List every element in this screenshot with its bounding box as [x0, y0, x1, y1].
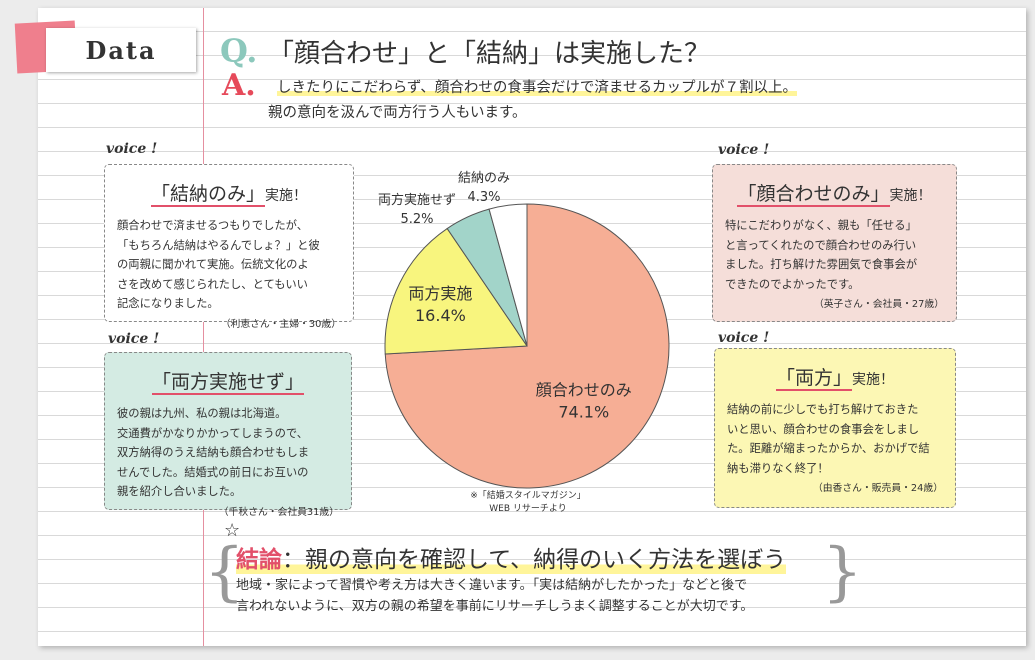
tab-label: Data	[85, 35, 157, 65]
pie-chart: 顔合わせのみ 74.1% 両方実施 16.4% 両方実施せず 5.2% 結納のみ 4.3%	[378, 171, 670, 489]
answer-line-1: しきたりにこだわらず、顔合わせの食事会だけで済ませるカップルが７割以上。	[277, 76, 797, 97]
card-body: 彼の親は九州、私の親は北海道。 交通費がかなりかかってしまうので、 双方納得のう…	[117, 404, 339, 502]
card-body-line: た。距離が縮まったからか、おかげで結	[727, 442, 930, 455]
pie-slice	[488, 203, 528, 347]
margin-line	[203, 8, 204, 646]
tab-label-box: Data	[46, 28, 196, 72]
card-body-line: 記念になりました。	[117, 297, 219, 310]
star-icon: ☆	[224, 520, 241, 541]
conclusion-line: 地域・家によって習慣や考え方は大きく違います。「実は結納がしたかった」などと後で	[236, 578, 748, 593]
card-title-suffix: 実施！	[852, 372, 894, 388]
card-title-main: 「両方」	[775, 367, 852, 391]
pie-value-label: 74.1%	[558, 403, 609, 422]
answer-line-2: 親の意向を汲んで両方行う人もいます。	[268, 105, 527, 121]
card-body-line: と言ってくれたので顔合わせのみ行い	[725, 238, 917, 252]
card-body-line: の両親に聞かれて実施。伝統文化のよ	[117, 258, 309, 271]
card-citation: （由香さん・販売員・24歳）	[812, 483, 943, 494]
card-body-line: いと思い、顔合わせの食事会をしまし	[727, 422, 920, 436]
card-citation: （利恵さん・主婦・30歳）	[220, 318, 341, 330]
pie-value-label: 5.2%	[400, 212, 433, 227]
pie-category-label: 両方実施	[408, 284, 472, 303]
voice-label: voice !	[108, 331, 160, 347]
voice-card-both: 「両方」実施！ 結納の前に少しでも打ち解けておきた いと思い、顔合わせの食事会を…	[714, 348, 956, 508]
card-body-line: 納も滞りなく終了！	[727, 461, 829, 475]
bracket-right: }	[822, 535, 863, 609]
question-mark: Q.	[220, 32, 258, 70]
data-tab: Data	[14, 20, 196, 74]
card-body-line: せんでした。結婚式の前日にお互いの	[117, 465, 309, 479]
voice-label: voice !	[718, 330, 770, 346]
card-citation: （英子さん・会社員・27歳）	[813, 299, 944, 310]
voice-label: voice !	[718, 142, 770, 158]
chart-source-line: WEB リサーチより	[489, 504, 567, 514]
pie-value-label: 16.4%	[415, 306, 466, 325]
conclusion-title: 結論：親の意向を確認して、納得のいく方法を選ぼう	[236, 540, 787, 574]
chart-source-line: ※「結婚スタイルマガジン」	[470, 491, 586, 501]
card-title: 「両方」実施！	[727, 363, 943, 391]
pie-category-label: 両方実施せず	[378, 192, 456, 208]
card-body-line: 特にこだわりがなく、親も「任せる」	[725, 219, 917, 232]
chart-source: ※「結婚スタイルマガジン」 WEB リサーチより	[458, 490, 598, 516]
answer-mark: A.	[222, 68, 256, 103]
card-body: 特にこだわりがなく、親も「任せる」 と言ってくれたので顔合わせのみ行い ました。…	[725, 216, 944, 294]
voice-card-kaoawase-only: 「顔合わせのみ」実施！ 特にこだわりがなく、親も「任せる」 と言ってくれたので顔…	[712, 164, 957, 322]
card-body: 顔合わせで済ませるつもりでしたが、 「もちろん結納はやるんでしょ？」と彼 の両親…	[117, 216, 341, 314]
card-body-line: 彼の親は九州、私の親は北海道。	[117, 407, 287, 420]
conclusion-title-emphasis: 結論	[236, 546, 282, 573]
voice-card-yuino-only: 「結納のみ」実施！ 顔合わせで済ませるつもりでしたが、 「もちろん結納はやるんで…	[104, 164, 354, 330]
pie-category-label: 結納のみ	[458, 171, 510, 186]
card-title: 「両方実施せず」	[117, 367, 339, 395]
card-body-line: 顔合わせで済ませるつもりでしたが、	[117, 219, 309, 232]
pie-slice	[384, 227, 528, 355]
conclusion-title-text: ：親の意向を確認して、納得のいく方法を選ぼう	[282, 547, 787, 573]
card-title: 「結納のみ」実施！	[117, 179, 341, 207]
card-body-line: 双方納得のうえ結納も顔合わせもしま	[117, 446, 310, 459]
card-body: 結納の前に少しでも打ち解けておきた いと思い、顔合わせの食事会をしまし た。距離…	[727, 400, 943, 478]
card-body-line: さを改めて感じられたし、とてもいい	[117, 277, 308, 291]
voice-card-neither: 「両方実施せず」 彼の親は九州、私の親は北海道。 交通費がかなりかかってしまうの…	[104, 352, 352, 518]
card-citation: （千秋さん・会社員31歳）	[218, 506, 339, 518]
voice-label: voice !	[106, 141, 158, 157]
card-body-line: 交通費がかなりかかってしまうので、	[117, 426, 309, 440]
card-body-line: できたのでよかったです。	[725, 277, 860, 291]
card-title-main: 「結納のみ」	[150, 183, 265, 207]
card-body-line: ました。打ち解けた雰囲気で食事会が	[725, 258, 918, 271]
card-body-line: 親を紹介し合いました。	[117, 485, 242, 498]
question-text: 「顔合わせ」と「結納」は実施した？	[268, 39, 711, 69]
card-title-suffix: 実施！	[265, 188, 307, 204]
conclusion-body: 地域・家によって習慣や考え方は大きく違います。「実は結納がしたかった」などと後で…	[236, 575, 753, 617]
answer-highlight: しきたりにこだわらず、顔合わせの食事会だけで済ませるカップルが７割以上。	[277, 80, 797, 96]
pie-category-label: 顔合わせのみ	[536, 381, 632, 400]
pie-value-label: 4.3%	[467, 190, 500, 205]
card-body-line: 結納の前に少しでも打ち解けておきた	[727, 403, 919, 416]
card-title: 「顔合わせのみ」実施！	[725, 179, 944, 207]
card-title-suffix: 実施！	[889, 188, 932, 204]
card-title-main: 「両方実施せず」	[151, 371, 304, 395]
card-body-line: 「もちろん結納はやるんでしょ？」と彼	[117, 238, 320, 252]
card-title-main: 「顔合わせのみ」	[737, 183, 890, 207]
conclusion-line: 言われないように、双方の親の希望を事前にリサーチしうまく調整することが大切です。	[236, 599, 754, 614]
